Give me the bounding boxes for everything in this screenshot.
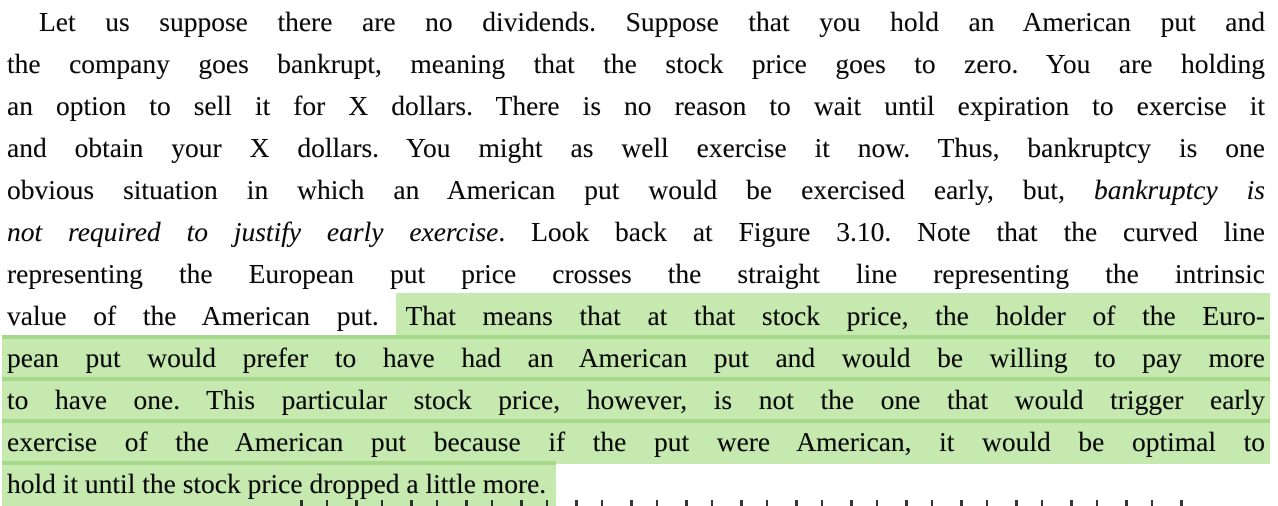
text-segment: not required to justify early exercise	[7, 216, 499, 247]
text-line: not required to justify early exercise. …	[7, 211, 1265, 253]
highlighted-text-segment: exercise of the American put because if …	[2, 419, 1270, 464]
text-line: an option to sell it for X dollars. Ther…	[7, 85, 1265, 127]
text-line: pean put would prefer to have had an Ame…	[2, 335, 1270, 380]
highlighted-text-segment: That means that at that stock price, the…	[396, 293, 1270, 338]
text-line: value of the American put. That means th…	[7, 293, 1270, 338]
text-segment: bankruptcy is	[1093, 174, 1265, 205]
highlighted-text-segment: pean put would prefer to have had an Ame…	[2, 335, 1270, 380]
text-line: representing the European put price cros…	[7, 253, 1265, 295]
text-segment: and obtain your X dollars. You might as …	[7, 132, 1265, 163]
text-line: hold it until the stock price dropped a …	[2, 461, 1265, 506]
text-segment: obvious situation in which an American p…	[7, 174, 1094, 205]
text-line: Let us suppose there are no dividends. S…	[7, 1, 1265, 43]
text-segment: Let us suppose there are no dividends. S…	[39, 6, 1265, 37]
text-segment: representing the European put price cros…	[7, 258, 1265, 289]
text-line: the company goes bankrupt, meaning that …	[7, 43, 1265, 85]
text-line: and obtain your X dollars. You might as …	[7, 127, 1265, 169]
text-segment: an option to sell it for X dollars. Ther…	[7, 90, 1265, 121]
text-segment: . Look back at Figure 3.10. Note that th…	[498, 216, 1265, 247]
text-segment: the company goes bankrupt, meaning that …	[7, 48, 1265, 79]
text-line: obvious situation in which an American p…	[7, 169, 1265, 211]
clipped-next-line-fragments	[300, 500, 1185, 506]
text-line: to have one. This particular stock price…	[2, 377, 1270, 422]
highlighted-text-segment: hold it until the stock price dropped a …	[2, 461, 557, 506]
text-line: exercise of the American put because if …	[2, 419, 1270, 464]
highlighted-text-segment: to have one. This particular stock price…	[2, 377, 1270, 422]
text-segment: value of the American put.	[7, 300, 406, 331]
